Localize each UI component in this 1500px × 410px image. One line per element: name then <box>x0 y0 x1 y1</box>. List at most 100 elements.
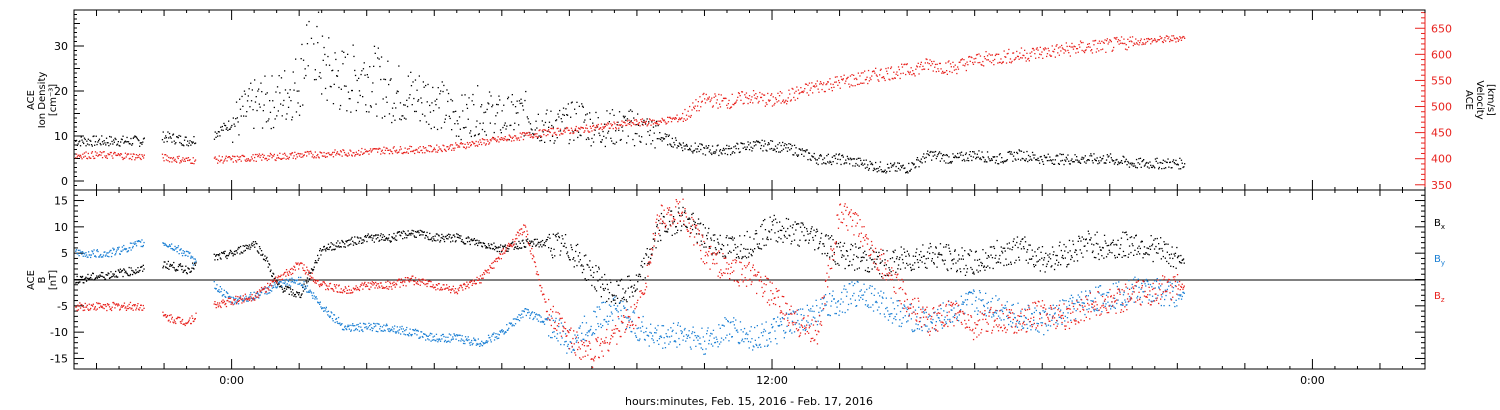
bx-point <box>186 273 188 275</box>
by-point <box>82 255 84 257</box>
ion-density-point <box>741 142 743 144</box>
velocity-point <box>481 143 483 146</box>
bx-point <box>810 230 812 233</box>
velocity-point <box>957 68 960 70</box>
bx-point <box>487 247 489 249</box>
bx-point <box>635 274 638 276</box>
velocity-point <box>399 149 401 151</box>
bx-point <box>1046 263 1048 265</box>
velocity-point <box>468 146 470 148</box>
bx-point <box>221 252 223 254</box>
velocity-point <box>856 78 858 81</box>
velocity-point <box>552 128 554 130</box>
bx-point <box>343 246 345 248</box>
ion-density-point <box>808 152 810 154</box>
velocity-point <box>370 151 372 153</box>
bx-point <box>927 257 929 259</box>
velocity-point <box>260 154 262 157</box>
bx-point <box>532 241 534 243</box>
bx-point <box>595 290 598 292</box>
bx-point <box>556 233 558 236</box>
ion-density-point <box>113 141 115 143</box>
velocity-point <box>243 155 245 157</box>
bx-point <box>483 243 486 245</box>
bx-point <box>121 269 123 272</box>
bx-point <box>911 268 913 271</box>
bx-point <box>849 248 852 251</box>
bx-point <box>1095 242 1098 245</box>
velocity-point <box>680 118 682 120</box>
ion-density-point <box>857 157 859 159</box>
by-point <box>183 252 185 254</box>
velocity-point <box>686 118 688 120</box>
velocity-point <box>1178 39 1180 41</box>
velocity-point <box>363 152 365 154</box>
bx-point <box>669 224 671 226</box>
ion-density-point <box>1020 150 1023 152</box>
ion-density-point <box>280 77 283 79</box>
bx-point <box>1146 247 1148 249</box>
ion-density-point <box>336 75 339 77</box>
ion-density-point <box>972 156 975 158</box>
ion-density-point <box>604 145 606 148</box>
ion-density-point <box>165 137 168 139</box>
bx-point <box>1138 245 1140 247</box>
bx-point <box>929 252 931 255</box>
ion-density-point <box>220 126 222 128</box>
bottom-tick-label: -5 <box>57 300 68 313</box>
ion-density-point <box>665 135 667 138</box>
velocity-point <box>299 153 301 155</box>
ion-density-point <box>812 156 814 158</box>
bx-point <box>133 271 136 273</box>
bx-point <box>1010 263 1012 265</box>
velocity-point <box>386 147 388 149</box>
velocity-point <box>986 59 988 61</box>
velocity-point <box>985 51 987 53</box>
bx-point <box>777 230 779 233</box>
bx-point <box>758 247 760 249</box>
velocity-point <box>171 161 173 163</box>
ion-density-point <box>1052 159 1054 161</box>
ion-density-point <box>116 144 118 146</box>
velocity-point <box>838 79 840 82</box>
velocity-point <box>660 121 662 123</box>
bx-point <box>172 266 174 268</box>
ion-density-point <box>180 142 182 145</box>
bx-point <box>252 245 254 247</box>
bx-point <box>327 248 329 250</box>
ion-density-point <box>443 121 446 123</box>
bx-point <box>182 271 184 273</box>
velocity-point <box>893 71 895 73</box>
bx-point <box>360 237 362 239</box>
velocity-point <box>583 131 585 133</box>
bx-point <box>113 275 115 277</box>
ion-density-point <box>336 75 338 77</box>
bx-point <box>851 264 853 266</box>
ion-density-point <box>239 98 241 100</box>
velocity-point <box>265 157 267 160</box>
bx-point <box>1011 249 1013 251</box>
ion-density-point <box>382 98 384 100</box>
velocity-point <box>869 77 871 79</box>
bx-point <box>645 253 647 255</box>
bx-point <box>827 235 829 237</box>
bx-point <box>882 249 884 251</box>
bx-point <box>431 237 433 239</box>
velocity-point <box>633 119 636 121</box>
velocity-point <box>760 96 763 99</box>
ion-density-point <box>807 159 809 161</box>
velocity-point <box>1060 50 1062 52</box>
ion-density-point <box>169 136 171 138</box>
ion-density-point <box>194 142 197 144</box>
bx-point <box>577 255 579 257</box>
velocity-point <box>998 53 1000 55</box>
ion-density-point <box>492 104 494 106</box>
velocity-point <box>382 152 384 154</box>
bx-point <box>592 276 594 278</box>
ion-density-point <box>822 158 824 161</box>
velocity-point <box>261 153 264 155</box>
ion-density-point <box>584 119 586 121</box>
ion-density-point <box>224 124 226 126</box>
ion-density-point <box>719 149 722 151</box>
bx-point <box>277 283 279 286</box>
